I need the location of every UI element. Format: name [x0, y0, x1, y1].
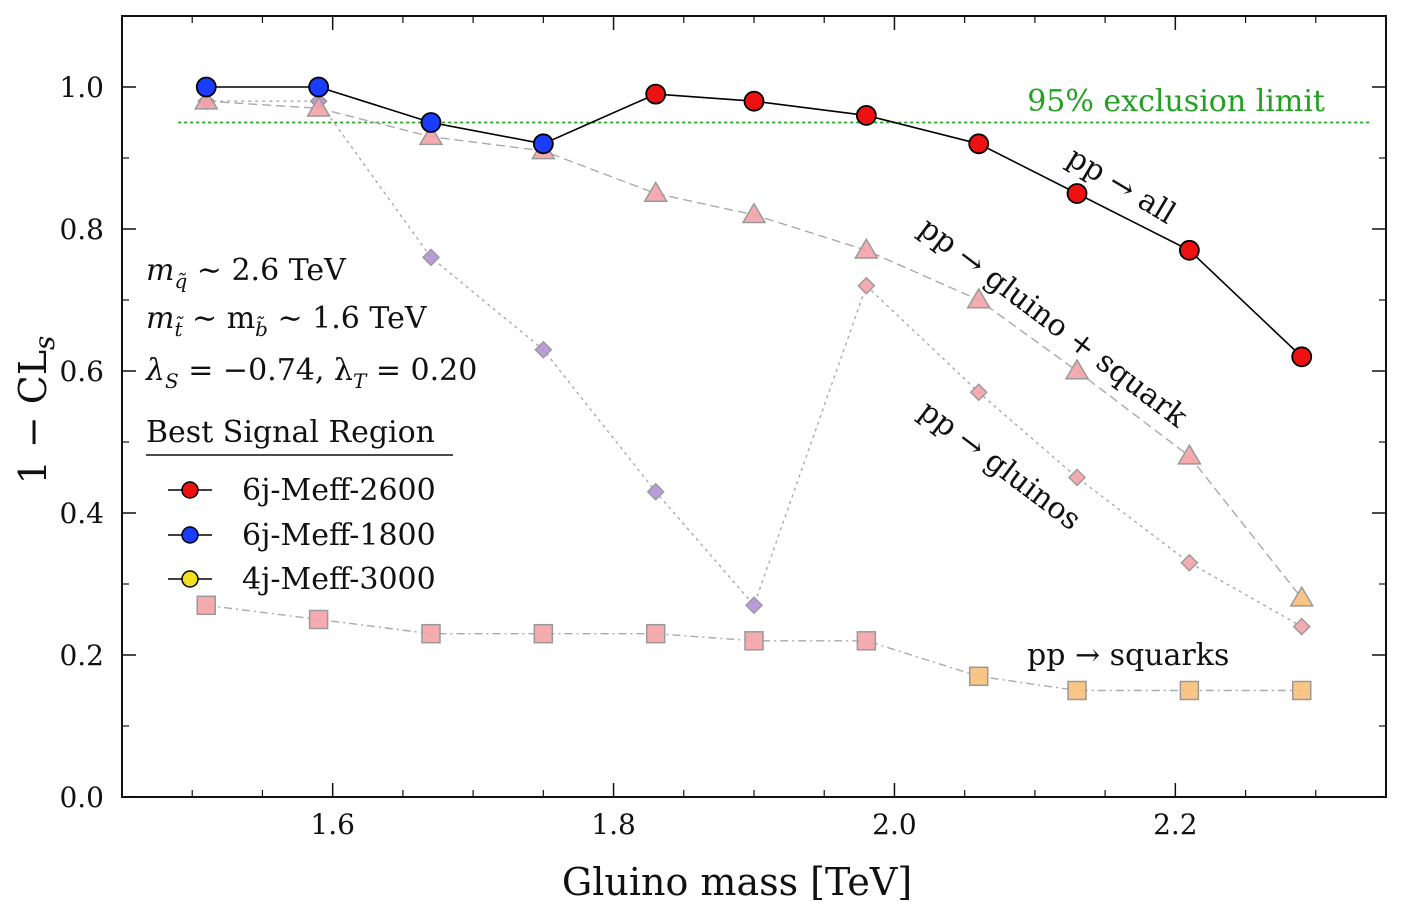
data-point: [1177, 443, 1202, 465]
axis-ticks: 1.6 1.8 2.0 2.2 0.0 0.2 0.4 0.6 0.8 1.0: [59, 16, 1386, 841]
data-point: [968, 133, 990, 155]
legend-entry-4j-meff-3000: 4j-Meff-3000: [168, 562, 436, 597]
data-point: [1180, 553, 1199, 572]
series-2: [197, 92, 1311, 636]
axes-frame: [121, 15, 1387, 798]
x-tick-label: 2.2: [1153, 808, 1198, 841]
data-point: [193, 88, 219, 110]
legend-label: 4j-Meff-3000: [242, 562, 436, 597]
y-tick-label: 0.2: [59, 639, 104, 672]
data-point: [856, 631, 877, 651]
x-tick-label: 1.6: [310, 808, 355, 841]
data-point: [534, 340, 553, 359]
data-point: [745, 596, 763, 615]
y-tick-label: 0.0: [59, 781, 104, 814]
legend-marker-blue: [181, 526, 199, 544]
series-line: [206, 100, 1303, 628]
x-tick-label: 2.0: [872, 808, 917, 841]
data-point: [645, 83, 667, 105]
plot-border: [121, 15, 1387, 798]
annotation-squark-mass: mq̃ ∼ 2.6 TeV: [146, 253, 347, 293]
annotation-stop-sbottom-mass: mt̃ ∼ mb̃ ∼ 1.6 TeV: [146, 301, 428, 341]
legend-marker-red: [181, 481, 199, 499]
x-tick-label: 1.8: [591, 808, 636, 841]
data-point: [1179, 680, 1200, 701]
data-point: [306, 95, 331, 117]
data-point: [854, 237, 879, 259]
data-point: [968, 666, 989, 687]
legend: Best Signal Region 6j-Meff-2600 6j-Meff-…: [146, 415, 453, 597]
data-point: [420, 112, 442, 133]
series-layer: [193, 76, 1315, 701]
series-3: [196, 595, 1312, 701]
data-point: [743, 90, 765, 112]
data-point: [857, 276, 876, 295]
legend-label: 6j-Meff-2600: [242, 473, 436, 508]
data-point: [1066, 183, 1088, 204]
data-point: [969, 383, 988, 402]
series-label-gluinos: pp → gluinos: [912, 393, 1087, 537]
data-point: [195, 76, 217, 98]
legend-entry-6j-meff-2600: 6j-Meff-2600: [168, 473, 436, 508]
data-point: [646, 482, 665, 501]
data-point: [421, 623, 441, 644]
y-axis-title: 1 − CLs: [11, 336, 61, 485]
annotation-lambda-couplings: λS = −0.74, λT = 0.20: [145, 353, 477, 393]
data-point: [741, 202, 767, 224]
series-label-gluino-squark: pp → gluino + squark: [912, 210, 1194, 435]
data-point: [744, 631, 764, 651]
data-point: [421, 248, 440, 267]
legend-entry-6j-meff-1800: 6j-Meff-1800: [168, 518, 436, 553]
data-point: [1064, 358, 1090, 380]
y-tick-label: 1.0: [59, 71, 104, 104]
y-tick-label: 0.4: [59, 497, 104, 530]
data-point: [1291, 680, 1312, 701]
y-tick-label: 0.6: [59, 355, 104, 388]
series-label-squarks: pp → squarks: [1027, 638, 1229, 673]
data-point: [308, 609, 329, 630]
data-point: [1289, 585, 1315, 607]
y-tick-label: 0.8: [59, 213, 104, 246]
data-point: [1067, 680, 1087, 701]
exclusion-limit-label: 95% exclusion limit: [1027, 84, 1325, 119]
x-axis-title: Gluino mass [TeV]: [562, 860, 912, 904]
legend-label: 6j-Meff-1800: [242, 518, 436, 553]
series-0: [195, 76, 1313, 368]
data-point: [1291, 346, 1313, 368]
data-point: [645, 623, 666, 644]
data-point: [1068, 468, 1087, 487]
legend-title: Best Signal Region: [146, 415, 435, 450]
data-point: [196, 595, 217, 616]
data-point: [533, 623, 554, 644]
data-point: [308, 76, 330, 98]
data-point: [532, 133, 554, 155]
data-point: [855, 105, 877, 126]
data-point: [966, 287, 992, 309]
data-point: [418, 124, 444, 146]
data-point: [1178, 239, 1200, 261]
legend-marker-yellow: [181, 570, 199, 588]
series-1: [193, 88, 1315, 607]
data-point: [643, 181, 669, 202]
data-point: [1292, 617, 1311, 636]
